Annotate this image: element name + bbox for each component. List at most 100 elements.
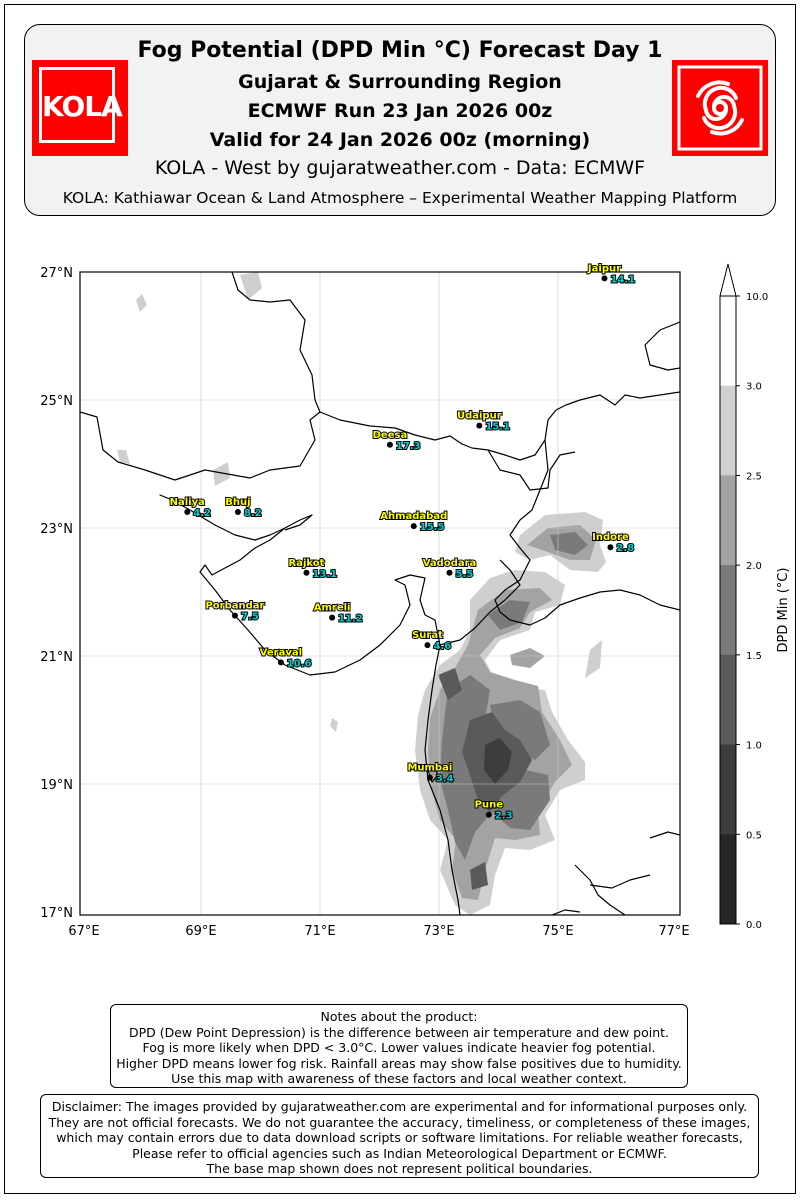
disclaimer-line: They are not official forecasts. We do n… (48, 1114, 751, 1130)
city-name-label: Veraval (260, 647, 302, 658)
lon-label: 67°E (68, 924, 99, 939)
city-name-label: Porbandar (205, 601, 264, 612)
colorbar-label: DPD Min (°C) (776, 568, 791, 653)
disclaimer-box: Disclaimer: The images provided by gujar… (40, 1094, 759, 1178)
city-name-label: Mumbai (407, 763, 452, 774)
notes-line: Use this map with awareness of these fac… (171, 1071, 627, 1086)
colorbar-tick-label: 1.0 (746, 741, 762, 752)
notes-box: Notes about the product: DPD (Dew Point … (110, 1004, 688, 1088)
header-panel (24, 24, 776, 216)
city-dpd-value: 3.4 (436, 774, 454, 785)
lon-label: 71°E (304, 924, 335, 939)
city-dpd-value: 2.8 (616, 543, 634, 554)
colorbar-tick-label: 2.0 (746, 561, 762, 572)
city-dot (607, 544, 614, 551)
colorbar: 10.0 3.0 2.5 2.0 1.5 1.0 0.5 0.0 DPD Min (°C) (719, 263, 791, 931)
platform-line: KOLA: Kathiawar Ocean & Land Atmosphere … (62, 189, 738, 207)
city-dot (424, 642, 431, 649)
notes-title: Notes about the product: (320, 1009, 478, 1024)
city-name-label: Vadodara (423, 558, 477, 569)
city-name-label: Indore (592, 532, 629, 543)
notes-line: Higher DPD means lower fog risk. Rainfal… (116, 1055, 682, 1071)
city-dot (231, 612, 238, 619)
city-name-label: Jaipur (587, 263, 621, 274)
colorbar-extend-arrow (719, 263, 737, 297)
notes-line: DPD (Dew Point Depression) is the differ… (128, 1024, 670, 1040)
city-dot (386, 441, 393, 448)
latitude-labels: 27°N 25°N 23°N 21°N 19°N 17°N (40, 266, 73, 921)
city-dot (234, 509, 241, 515)
city-dpd-value: 10.6 (287, 658, 312, 669)
colorbar-segment (720, 834, 736, 925)
lat-label: 27°N (40, 266, 73, 281)
city-dot (601, 275, 608, 282)
city-dpd-value: 7.5 (241, 612, 259, 623)
city-dot (485, 811, 492, 818)
city-dpd-value: 14.1 (610, 274, 635, 285)
city-name-label: Amreli (314, 603, 351, 614)
run-subtitle: ECMWF Run 23 Jan 2026 00z (247, 100, 553, 122)
city-name-label: Surat (412, 630, 443, 641)
credit-line: KOLA - West by gujaratweather.com - Data… (154, 157, 646, 179)
city-name-label: Pune (475, 800, 504, 811)
city-name-label: Naliya (170, 497, 205, 508)
disclaimer-line: Disclaimer: The images provided by gujar… (51, 1099, 748, 1114)
valid-subtitle: Valid for 24 Jan 2026 00z (morning) (209, 129, 591, 151)
lat-label: 23°N (40, 522, 73, 537)
lat-label: 17°N (40, 906, 73, 921)
lat-label: 19°N (40, 778, 73, 793)
city-dot (303, 569, 310, 576)
city-dpd-value: 4.2 (193, 508, 211, 519)
city-dpd-value: 17.3 (396, 441, 421, 452)
map-background (80, 272, 680, 915)
lon-label: 69°E (185, 924, 216, 939)
disclaimer-line: which may contain errors due to data dow… (56, 1130, 743, 1145)
colorbar-tick-label: 1.5 (746, 651, 762, 662)
colorbar-segment (720, 654, 736, 746)
colorbar-segment (720, 385, 736, 476)
city-dot (446, 569, 453, 576)
city-dpd-value: 13.1 (312, 569, 337, 580)
colorbar-segment (720, 744, 736, 835)
lat-label: 25°N (40, 394, 73, 409)
city-dot (329, 614, 336, 621)
coastline-borders (80, 272, 680, 915)
colorbar-segment (720, 565, 736, 656)
notes-line: Fog is more likely when DPD < 3.0°C. Low… (142, 1040, 656, 1055)
page-frame (4, 4, 796, 1194)
kola-logo-text: KOLA (42, 90, 123, 123)
city-dpd-value: 5.5 (456, 569, 474, 580)
page-title: Fog Potential (DPD Min °C) Forecast Day … (137, 38, 663, 63)
region-subtitle: Gujarat & Surrounding Region (238, 71, 562, 93)
city-name-label: Udaipur (457, 411, 502, 422)
city-name-label: Bhuj (225, 497, 250, 508)
disclaimer-line: Please refer to official agencies such a… (132, 1145, 667, 1161)
colorbar-tick-label: 2.5 (746, 471, 762, 482)
map-frame (79, 271, 681, 916)
lon-label: 73°E (423, 924, 454, 939)
colorbar-tick-label: 3.0 (746, 382, 762, 393)
city-name-label: Ahmadabad (380, 511, 447, 522)
city-dpd-value: 15.5 (420, 522, 445, 533)
city-dpd-value: 8.2 (244, 508, 262, 519)
city-dot (476, 422, 483, 429)
city-name-label: Rajkot (289, 558, 325, 569)
city-dpd-value: 15.1 (485, 422, 510, 433)
city-dot (426, 774, 433, 781)
colorbar-segment (720, 475, 736, 566)
city-dpd-value: 4.6 (433, 641, 451, 652)
